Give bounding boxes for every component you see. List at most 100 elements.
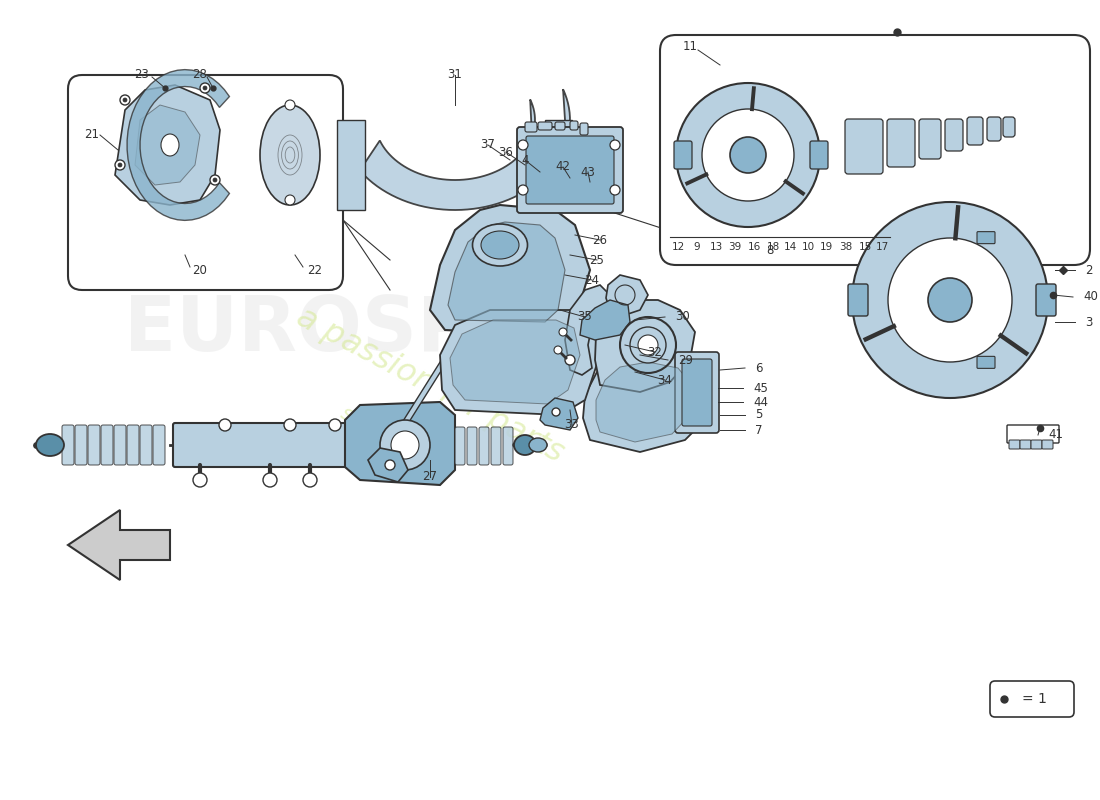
Circle shape [329, 419, 341, 431]
Text: 27: 27 [422, 470, 438, 483]
FancyBboxPatch shape [173, 423, 397, 467]
FancyBboxPatch shape [810, 141, 828, 169]
Circle shape [518, 140, 528, 150]
Text: 20: 20 [192, 263, 208, 277]
Circle shape [565, 355, 575, 365]
Text: 8: 8 [767, 245, 773, 258]
FancyBboxPatch shape [675, 352, 719, 433]
Polygon shape [583, 350, 712, 452]
Text: 21: 21 [85, 129, 99, 142]
FancyBboxPatch shape [580, 123, 588, 135]
FancyBboxPatch shape [468, 427, 477, 465]
FancyBboxPatch shape [660, 35, 1090, 265]
Circle shape [552, 408, 560, 416]
Ellipse shape [36, 434, 64, 456]
FancyBboxPatch shape [990, 681, 1074, 717]
Circle shape [210, 175, 220, 185]
Circle shape [852, 202, 1048, 398]
Text: 30: 30 [675, 310, 690, 323]
Polygon shape [450, 320, 580, 404]
Text: since 1985: since 1985 [337, 402, 453, 478]
FancyBboxPatch shape [503, 427, 513, 465]
Text: a passion for parts: a passion for parts [292, 302, 569, 469]
Ellipse shape [514, 435, 536, 455]
Text: 25: 25 [590, 254, 604, 266]
FancyBboxPatch shape [114, 425, 126, 465]
Polygon shape [345, 402, 455, 485]
Text: 10: 10 [802, 242, 815, 252]
Polygon shape [606, 275, 648, 315]
Polygon shape [340, 90, 570, 210]
FancyBboxPatch shape [1006, 425, 1059, 443]
FancyBboxPatch shape [525, 122, 537, 132]
Polygon shape [440, 310, 600, 415]
FancyBboxPatch shape [556, 122, 565, 130]
Circle shape [200, 83, 210, 93]
FancyBboxPatch shape [682, 359, 712, 426]
Text: 43: 43 [581, 166, 595, 178]
Circle shape [116, 160, 125, 170]
Text: = 1: = 1 [1022, 692, 1046, 706]
Circle shape [192, 473, 207, 487]
Circle shape [118, 163, 122, 167]
FancyBboxPatch shape [1003, 117, 1015, 137]
Polygon shape [580, 300, 630, 340]
Circle shape [630, 327, 666, 363]
Text: 14: 14 [783, 242, 796, 252]
FancyBboxPatch shape [538, 122, 552, 130]
Text: 28: 28 [192, 67, 208, 81]
Circle shape [123, 98, 126, 102]
FancyBboxPatch shape [75, 425, 87, 465]
FancyBboxPatch shape [478, 427, 490, 465]
FancyBboxPatch shape [153, 425, 165, 465]
FancyBboxPatch shape [967, 117, 983, 145]
Text: 23: 23 [134, 69, 150, 82]
FancyBboxPatch shape [491, 427, 501, 465]
Ellipse shape [161, 134, 179, 156]
Text: 9: 9 [694, 242, 701, 252]
FancyBboxPatch shape [977, 356, 996, 368]
Text: 16: 16 [747, 242, 760, 252]
Polygon shape [565, 285, 610, 375]
Text: 11: 11 [682, 41, 697, 54]
Text: 42: 42 [556, 161, 571, 174]
Text: 22: 22 [308, 263, 322, 277]
Text: 31: 31 [448, 69, 462, 82]
Text: 34: 34 [658, 374, 672, 386]
Circle shape [518, 185, 528, 195]
Ellipse shape [529, 438, 547, 452]
FancyBboxPatch shape [887, 119, 915, 167]
Circle shape [219, 419, 231, 431]
Circle shape [888, 238, 1012, 362]
Text: 38: 38 [839, 242, 853, 252]
Circle shape [390, 431, 419, 459]
FancyBboxPatch shape [570, 121, 578, 130]
Circle shape [385, 460, 395, 470]
FancyBboxPatch shape [455, 427, 465, 465]
Text: 7: 7 [755, 423, 762, 437]
Text: 2: 2 [1085, 263, 1092, 277]
Circle shape [204, 86, 207, 90]
Polygon shape [135, 105, 200, 185]
Text: 24: 24 [584, 274, 600, 286]
FancyBboxPatch shape [1009, 440, 1020, 449]
FancyBboxPatch shape [1036, 284, 1056, 316]
Circle shape [285, 195, 295, 205]
FancyBboxPatch shape [140, 425, 152, 465]
Text: 32: 32 [648, 346, 662, 358]
Text: 39: 39 [728, 242, 741, 252]
Circle shape [285, 100, 295, 110]
Text: 19: 19 [820, 242, 833, 252]
Polygon shape [448, 222, 565, 322]
Text: 15: 15 [858, 242, 871, 252]
Polygon shape [368, 448, 408, 482]
Ellipse shape [473, 224, 528, 266]
Polygon shape [128, 70, 230, 220]
Circle shape [302, 473, 317, 487]
FancyBboxPatch shape [845, 119, 883, 174]
Text: 13: 13 [710, 242, 723, 252]
FancyBboxPatch shape [62, 425, 74, 465]
FancyBboxPatch shape [88, 425, 100, 465]
Text: 33: 33 [564, 418, 580, 431]
Circle shape [676, 83, 820, 227]
